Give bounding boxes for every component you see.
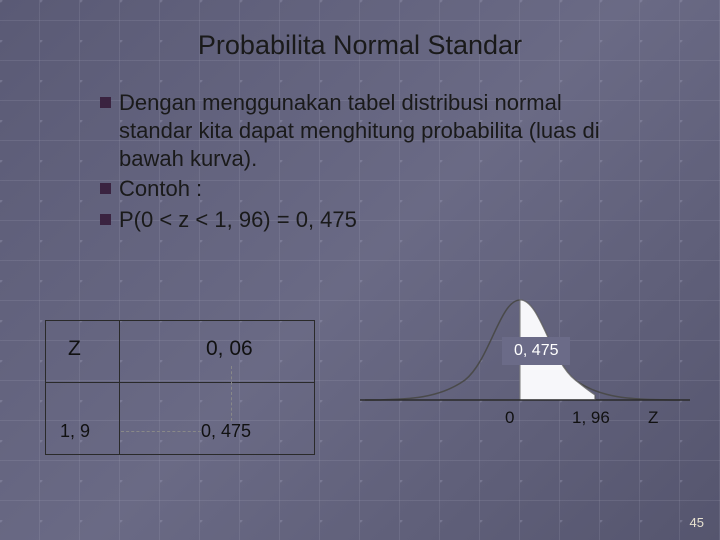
table-cell — [46, 321, 120, 383]
bullet-icon — [100, 214, 111, 225]
area-value-badge: 0, 475 — [502, 337, 570, 365]
bullet-text: Contoh : — [119, 175, 640, 203]
list-item: P(0 < z < 1, 96) = 0, 475 — [100, 206, 640, 234]
axis-label: 0 — [505, 408, 514, 428]
guide-line — [121, 431, 201, 432]
table-header-z: Z — [68, 337, 81, 361]
bullet-list: Dengan menggunakan tabel distribusi norm… — [100, 89, 640, 234]
bullet-text: P(0 < z < 1, 96) = 0, 475 — [119, 206, 640, 234]
table-cell — [46, 383, 120, 454]
axis-label: 1, 96 — [572, 408, 610, 428]
list-item: Contoh : — [100, 175, 640, 203]
bullet-text: Dengan menggunakan tabel distribusi norm… — [119, 89, 640, 173]
bullet-icon — [100, 183, 111, 194]
list-item: Dengan menggunakan tabel distribusi norm… — [100, 89, 640, 173]
table-row-label: 1, 9 — [60, 421, 90, 442]
table-header-col: 0, 06 — [206, 337, 253, 361]
axis-label: Z — [648, 408, 658, 428]
table-cell-value: 0, 475 — [201, 421, 251, 442]
z-table: Z 0, 06 1, 9 0, 475 — [45, 320, 315, 455]
bullet-icon — [100, 97, 111, 108]
slide-title: Probabilita Normal Standar — [40, 30, 680, 61]
guide-line — [231, 366, 232, 421]
page-number: 45 — [690, 515, 704, 530]
